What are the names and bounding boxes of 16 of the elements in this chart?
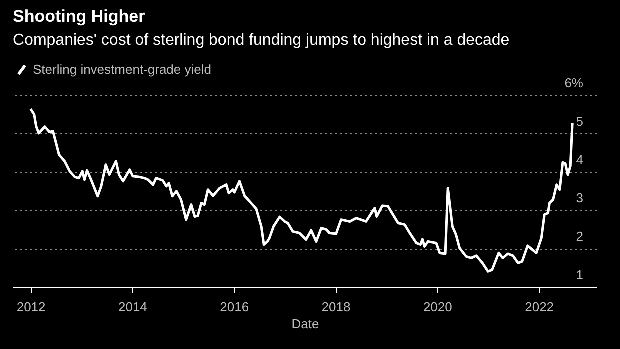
chart-title: Shooting Higher bbox=[13, 7, 146, 26]
legend-label: Sterling investment-grade yield bbox=[33, 62, 212, 77]
y-tick-label: 1 bbox=[576, 268, 584, 282]
x-tick-label: 2012 bbox=[16, 300, 46, 314]
y-tick-label: 5 bbox=[576, 114, 584, 129]
y-tick-label: 2 bbox=[576, 229, 584, 244]
y-tick-label: 3 bbox=[576, 190, 584, 206]
x-tick-label: 2020 bbox=[423, 300, 452, 314]
x-tick-label: 2016 bbox=[220, 300, 250, 314]
x-tick-label: 2014 bbox=[118, 300, 148, 314]
y-tick-label: 4 bbox=[576, 152, 584, 168]
x-axis-title: Date bbox=[292, 316, 320, 332]
x-tick-label: 2018 bbox=[322, 300, 351, 314]
x-tick-label: 2022 bbox=[525, 300, 554, 314]
chart-subtitle: Companies' cost of sterling bond funding jumps to highest in a decade bbox=[13, 32, 510, 49]
y-tick-label: 6% bbox=[564, 76, 584, 90]
